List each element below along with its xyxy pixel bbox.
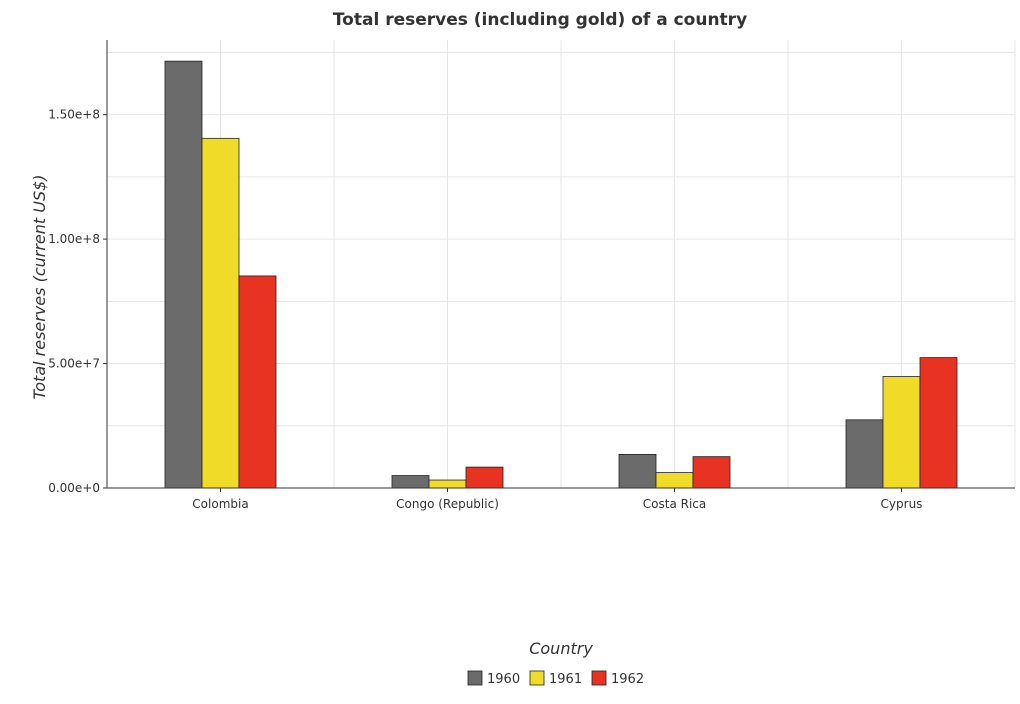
bar-1961-colombia [201,137,240,489]
bar-1960-costa-rica [618,453,657,489]
y-tick-label: 0.00e+0 [48,481,100,495]
y-axis-label: Total reserves (current US$) [30,174,49,399]
tick-labels: Colombia Congo (Republic) Costa Rica Cyprus… [48,108,922,511]
bar-1961-congo-republic- [428,479,467,489]
bars [164,60,958,489]
bar-1962-congo-republic- [465,466,504,489]
x-tick-label: Cyprus [881,497,923,511]
legend-swatch-1961 [529,670,545,686]
legend-label-1962: 1962 [611,672,644,687]
x-tick-label: Costa Rica [643,497,706,511]
y-tick-label: 1.50e+8 [48,108,100,122]
x-tick-label: Colombia [192,497,248,511]
bar-1960-cyprus [845,419,884,489]
axes [103,40,1015,492]
x-tick-label: Congo (Republic) [396,497,499,511]
legend-swatch-1962 [591,670,607,686]
bar-1960-congo-republic- [391,475,430,489]
chart-title: Total reserves (including gold) of a cou… [333,10,747,30]
legend-label-1961: 1961 [549,672,582,687]
bar-1961-costa-rica [655,472,694,489]
y-tick-label: 5.00e+7 [48,357,100,371]
bar-1962-cyprus [919,357,958,489]
x-axis-label: Country [529,639,593,658]
y-tick-label: 1.00e+8 [48,232,100,246]
bar-1962-costa-rica [692,456,731,489]
bar-1961-cyprus [882,376,921,489]
legend-swatch-1960 [467,670,483,686]
legend: 1960 1961 1962 [467,670,644,687]
bar-1962-colombia [238,275,277,489]
legend-label-1960: 1960 [487,672,520,687]
bar-1960-colombia [164,60,203,489]
